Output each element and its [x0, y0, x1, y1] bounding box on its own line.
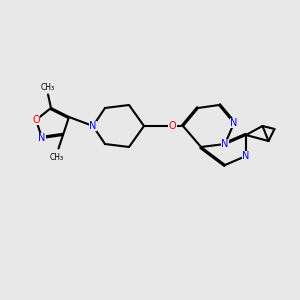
- Text: CH₃: CH₃: [50, 153, 64, 162]
- Text: N: N: [89, 121, 97, 131]
- Text: N: N: [242, 151, 250, 161]
- Text: N: N: [230, 118, 238, 128]
- Text: O: O: [32, 115, 40, 125]
- Text: CH₃: CH₃: [41, 82, 55, 91]
- Text: N: N: [38, 133, 46, 143]
- Text: N: N: [221, 139, 229, 149]
- Text: O: O: [169, 121, 176, 131]
